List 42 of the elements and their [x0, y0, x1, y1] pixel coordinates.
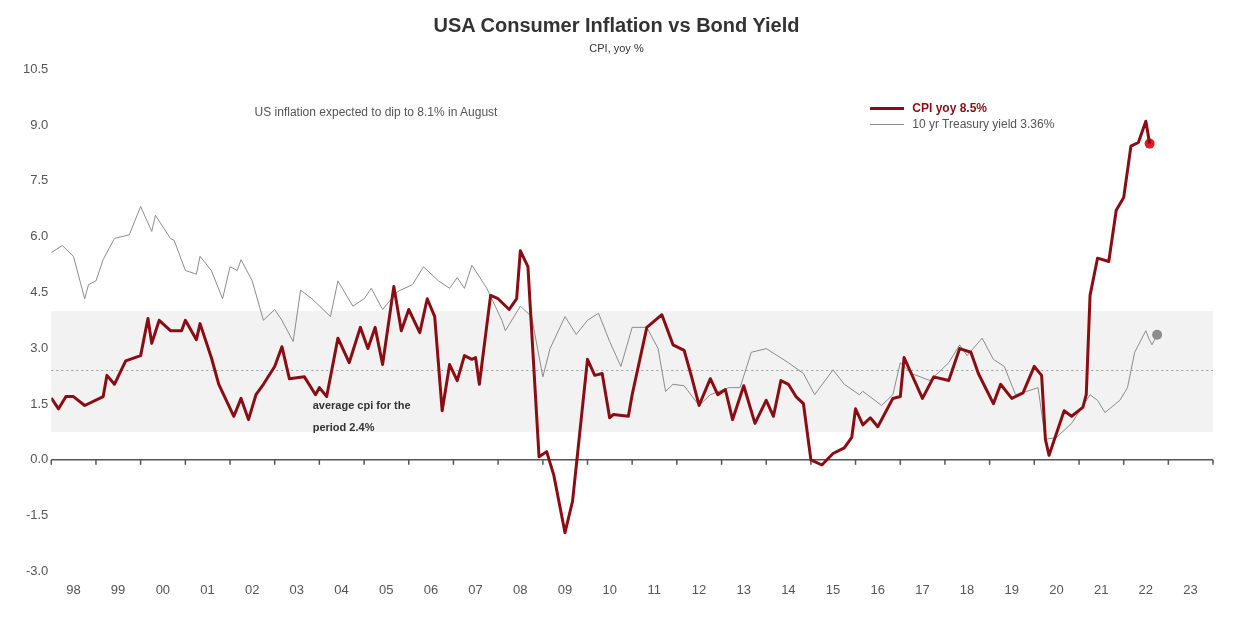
- x-tick-label: 99: [110, 581, 126, 597]
- x-tick-label: 07: [468, 581, 483, 597]
- x-tick-label: 18: [959, 581, 975, 597]
- x-tick-label: 98: [66, 581, 81, 597]
- x-tick-label: 01: [200, 581, 215, 597]
- ref-line-label: average cpi for the period 2.4%: [312, 398, 411, 433]
- x-tick-label: 14: [781, 581, 796, 597]
- x-tick-label: 22: [1138, 581, 1154, 597]
- x-tick-label: 05: [379, 581, 394, 597]
- x-tick-label: 13: [736, 581, 751, 597]
- y-tick-label: -3.0: [25, 562, 49, 578]
- y-tick-label: 6.0: [30, 228, 49, 244]
- x-tick-label: 06: [423, 581, 439, 597]
- legend-label: CPI yoy 8.5%: [912, 101, 987, 116]
- x-tick-label: 00: [155, 581, 171, 597]
- chart-title: USA Consumer Inflation vs Bond Yield: [433, 13, 800, 36]
- x-tick-label: 03: [289, 581, 305, 597]
- y-tick-label: -1.5: [25, 507, 49, 523]
- x-tick-label: 02: [244, 581, 260, 597]
- chart-subtitle: CPI, yoy %: [589, 41, 644, 54]
- x-tick-label: 15: [825, 581, 841, 597]
- x-tick-label: 12: [691, 581, 707, 597]
- x-tick-label: 20: [1049, 581, 1064, 597]
- x-tick-label: 10: [602, 581, 617, 597]
- y-tick-label: 3.0: [30, 339, 49, 355]
- y-tick-label: 9.0: [30, 116, 49, 132]
- y-tick-label: 0.0: [30, 451, 49, 467]
- x-tick-label: 08: [513, 581, 528, 597]
- y-tick-label: 4.5: [30, 283, 49, 299]
- x-tick-label: 17: [915, 581, 930, 597]
- y-tick-label: 1.5: [30, 395, 49, 411]
- x-tick-label: 19: [1004, 581, 1019, 597]
- annotation: US inflation expected to dip to 8.1% in August: [254, 104, 499, 122]
- y-tick-label: 10.5: [22, 60, 49, 76]
- x-tick-label: 09: [557, 581, 573, 597]
- x-tick-label: 04: [334, 581, 349, 597]
- x-tick-label: 11: [647, 581, 662, 597]
- legend-label: 10 yr Treasury yield 3.36%: [912, 117, 1055, 132]
- y-tick-label: 7.5: [30, 172, 49, 188]
- x-tick-label: 16: [870, 581, 886, 597]
- x-tick-label: 23: [1183, 581, 1198, 597]
- x-tick-label: 21: [1093, 581, 1109, 597]
